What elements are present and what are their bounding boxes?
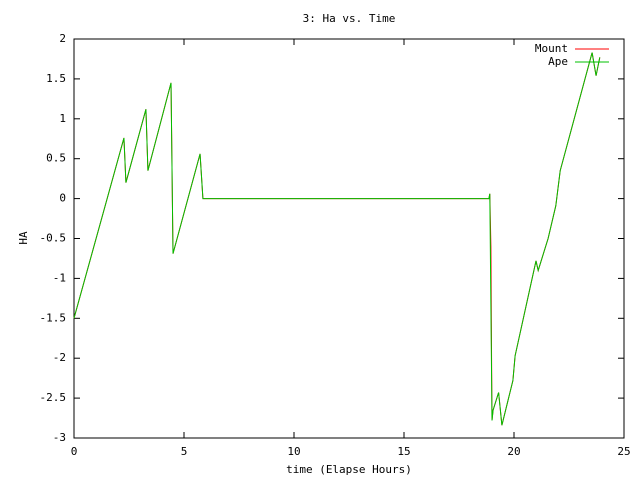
x-tick-label: 0 — [71, 445, 78, 458]
y-tick-label: 1 — [59, 112, 66, 125]
y-tick-label: -2.5 — [40, 391, 67, 404]
series-line — [73, 52, 601, 426]
plot-frame — [73, 38, 625, 439]
x-tick-label: 15 — [397, 445, 410, 458]
y-tick-label: -1.5 — [40, 311, 67, 324]
x-tick-label: 5 — [181, 445, 188, 458]
x-tick-label: 10 — [287, 445, 300, 458]
series-line — [73, 52, 601, 426]
y-tick-label: -3 — [53, 431, 66, 444]
x-tick-label: 20 — [507, 445, 520, 458]
y-tick-label: 0.5 — [46, 152, 66, 165]
legend-label: Mount — [535, 42, 568, 55]
y-tick-label: -2 — [53, 351, 66, 364]
legend-label: Ape — [548, 55, 568, 68]
y-axis-label: HA — [17, 231, 30, 245]
chart-title: 3: Ha vs. Time — [303, 12, 396, 25]
x-axis-label: time (Elapse Hours) — [286, 463, 412, 476]
y-tick-label: 2 — [59, 32, 66, 45]
y-tick-label: 1.5 — [46, 72, 66, 85]
y-tick-label: -1 — [53, 271, 66, 284]
x-tick-label: 25 — [617, 445, 630, 458]
y-tick-label: -0.5 — [40, 232, 67, 245]
y-tick-label: 0 — [59, 192, 66, 205]
